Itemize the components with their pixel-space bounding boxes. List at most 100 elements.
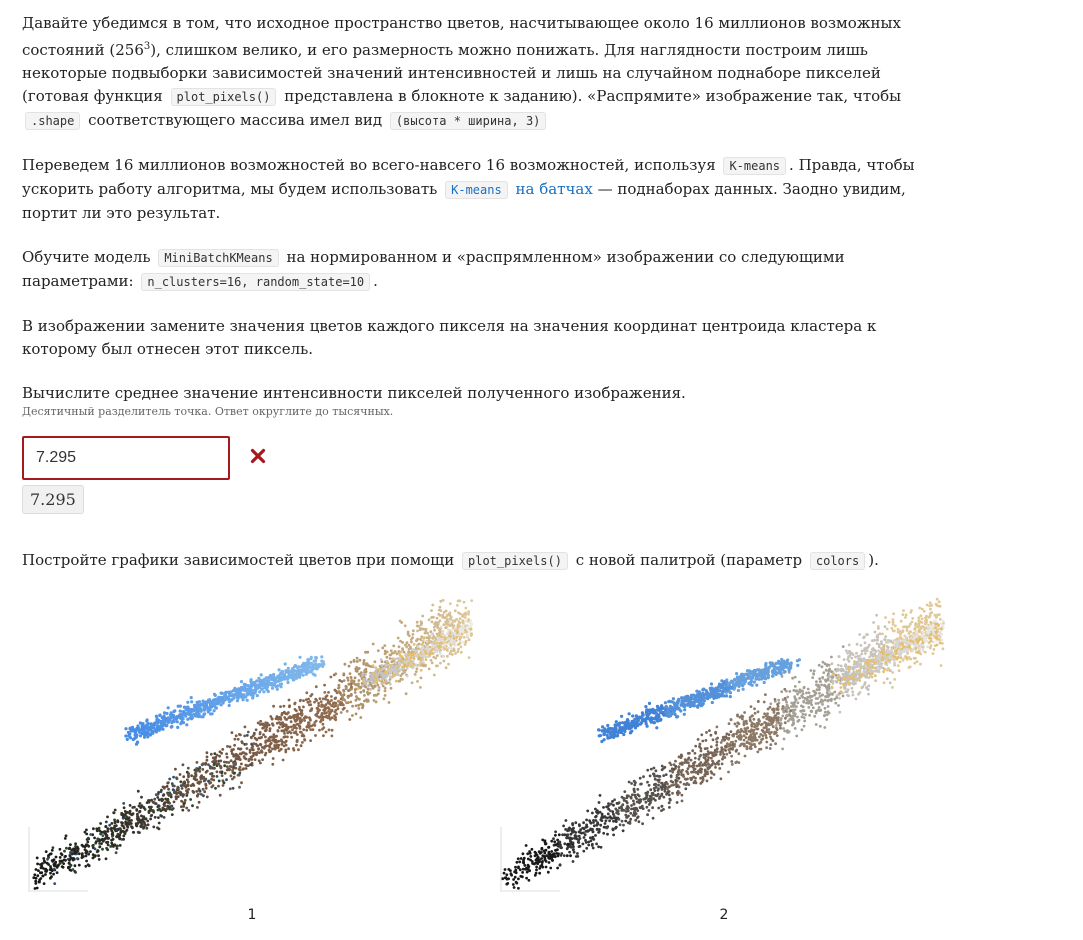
pixel-point — [175, 777, 179, 781]
pixel-point — [164, 809, 168, 812]
pixel-point — [348, 718, 352, 721]
pixel-point — [668, 769, 672, 773]
pixel-point — [412, 662, 416, 666]
pixel-point — [383, 666, 387, 670]
pixel-point — [439, 609, 443, 612]
pixel-point — [35, 886, 39, 890]
pixel-point — [571, 860, 575, 863]
pixel-point — [826, 710, 830, 714]
pixel-point — [289, 716, 293, 720]
pixel-point — [817, 663, 821, 667]
minibatch-kmeans-link[interactable]: K-means на батчах — [442, 180, 593, 199]
pixel-point — [737, 722, 741, 726]
pixel-point — [696, 738, 700, 741]
pixel-point — [814, 691, 818, 695]
pixel-point — [282, 735, 286, 739]
pixel-point — [122, 815, 125, 819]
pixel-point — [675, 785, 678, 788]
pixel-point — [844, 649, 848, 653]
pixel-point — [326, 706, 330, 709]
pixel-point — [180, 799, 184, 803]
pixel-point — [818, 695, 822, 698]
pixel-point — [218, 750, 222, 754]
pixel-point — [347, 664, 351, 668]
pixel-point — [235, 695, 240, 699]
pixel-point — [334, 696, 338, 700]
pixel-point — [917, 619, 921, 622]
pixel-point — [642, 775, 645, 779]
pixel-point — [762, 715, 765, 719]
pixel-point — [467, 638, 471, 642]
pixel-point — [823, 662, 827, 666]
pixel-point — [416, 645, 420, 648]
pixel-point — [34, 876, 38, 880]
pixel-point — [252, 751, 255, 755]
pixel-point — [932, 648, 936, 651]
pixel-point — [231, 786, 235, 790]
pixel-point — [431, 603, 435, 607]
pixel-point — [458, 599, 462, 603]
pixel-point — [138, 831, 141, 834]
pixel-point — [157, 798, 161, 802]
pixel-point — [750, 743, 754, 747]
pixel-point — [727, 770, 730, 774]
pixel-point — [308, 665, 312, 669]
pixel-point — [823, 698, 827, 702]
pixel-point — [513, 875, 517, 879]
pixel-point — [793, 675, 797, 679]
pixel-point — [315, 706, 319, 710]
pixel-point — [361, 673, 364, 677]
pixel-point — [376, 649, 380, 653]
pixel-point — [763, 712, 766, 716]
pixel-point — [589, 836, 592, 840]
pixel-point — [470, 632, 473, 636]
pixel-point — [600, 812, 604, 816]
pixel-point — [279, 747, 283, 751]
pixel-point — [750, 739, 754, 743]
pixel-point — [725, 742, 729, 746]
pixel-point — [51, 860, 55, 863]
pixel-point — [937, 613, 941, 616]
pixel-point — [467, 656, 471, 659]
pixel-point — [214, 786, 217, 790]
pixel-point — [533, 850, 537, 854]
pixel-point — [568, 850, 571, 854]
pixel-point — [784, 716, 787, 720]
pixel-point — [892, 612, 895, 616]
pixel-point — [775, 707, 778, 711]
pixel-point — [342, 679, 346, 682]
pixel-point — [68, 862, 71, 865]
text: на нормированном и «распрямленном» изобр… — [22, 248, 845, 290]
pixel-point — [422, 661, 425, 664]
pixel-point — [148, 732, 152, 736]
pixel-point — [779, 722, 783, 725]
pixel-point — [220, 697, 224, 701]
pixel-point — [197, 715, 201, 719]
pixel-point — [860, 652, 864, 656]
pixel-point — [303, 719, 306, 722]
answer-input[interactable] — [22, 436, 230, 480]
pixel-point — [686, 777, 689, 781]
pixel-point — [436, 622, 440, 626]
pixel-point — [917, 622, 921, 625]
pixel-point — [238, 758, 242, 761]
pixel-point — [679, 753, 683, 757]
pixel-point — [347, 682, 351, 686]
pixel-point — [310, 724, 313, 728]
pixel-point — [283, 711, 286, 715]
pixel-point — [679, 780, 682, 784]
pixel-point — [533, 873, 537, 877]
pixel-point — [599, 823, 603, 827]
pixel-point — [410, 650, 413, 654]
pixel-point — [410, 664, 413, 668]
pixel-point — [503, 868, 507, 871]
text: ). — [868, 551, 879, 569]
pixel-point — [365, 679, 369, 683]
pixel-point — [594, 819, 598, 822]
pixel-point — [904, 613, 908, 617]
pixel-point — [286, 735, 289, 739]
pixel-point — [765, 728, 769, 732]
pixel-point — [94, 854, 97, 857]
pixel-point — [163, 785, 167, 789]
pixel-point — [49, 876, 52, 880]
